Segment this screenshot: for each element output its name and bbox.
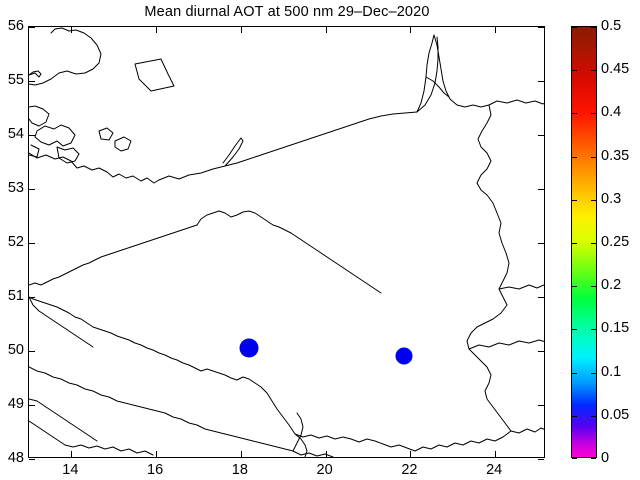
x-axis-tick: [240, 451, 242, 457]
colorbar-tick: [591, 329, 596, 331]
colorbar-label: 0.1: [601, 363, 622, 380]
colorbar-tick: [572, 27, 577, 29]
y-axis-label: 53: [7, 180, 24, 196]
y-axis-tick: [538, 27, 544, 29]
x-axis-tick: [410, 451, 412, 457]
y-axis-label: 55: [7, 72, 24, 88]
x-axis-tick: [156, 451, 158, 457]
map-axes: [28, 26, 545, 461]
colorbar-tick: [572, 329, 577, 331]
colorbar-tick: [591, 70, 596, 72]
y-axis-tick: [538, 297, 544, 299]
colorbar-label: 0.5: [601, 18, 622, 34]
map-plot-area: [29, 27, 544, 457]
colorbar-tick: [591, 199, 596, 201]
x-axis-tick: [71, 451, 73, 457]
colorbar-tick: [591, 27, 596, 29]
colorbar-tick: [591, 415, 596, 417]
y-axis-tick: [538, 351, 544, 353]
y-axis-label: 50: [7, 342, 24, 358]
colorbar-tick: [572, 243, 577, 245]
x-axis-tick: [71, 27, 73, 33]
y-axis-tick: [29, 459, 35, 461]
colorbar-tick: [572, 286, 577, 288]
x-axis-label: 18: [231, 462, 248, 478]
data-point-marker[interactable]: [239, 338, 259, 358]
x-axis-tick: [495, 27, 497, 33]
colorbar-label: 0.2: [601, 277, 622, 294]
y-axis-label: 51: [7, 288, 24, 304]
colorbar-label: 0.3: [601, 190, 622, 207]
page-title: Mean diurnal AOT at 500 nm 29–Dec–2020: [144, 4, 430, 20]
colorbar-tick: [572, 199, 577, 201]
y-axis-tick: [538, 135, 544, 137]
colorbar-tick: [572, 372, 577, 374]
colorbar-tick: [591, 458, 596, 460]
y-axis-tick: [29, 405, 35, 407]
y-axis-tick: [29, 81, 35, 83]
x-axis-label: 16: [147, 462, 164, 478]
colorbar: [571, 26, 597, 460]
y-axis-tick: [538, 459, 544, 461]
x-axis-tick: [410, 27, 412, 33]
y-axis-tick: [29, 27, 35, 29]
y-axis-label: 48: [7, 450, 24, 466]
colorbar-tick: [591, 156, 596, 158]
x-axis-tick: [156, 27, 158, 33]
colorbar-tick: [572, 156, 577, 158]
map-coastline-svg: [29, 27, 544, 457]
y-axis-label: 52: [7, 234, 24, 250]
colorbar-tick: [591, 243, 596, 245]
colorbar-label: 0: [601, 450, 610, 466]
colorbar-tick: [591, 113, 596, 115]
colorbar-gradient: [572, 27, 596, 457]
y-axis-tick: [538, 81, 544, 83]
y-axis-tick: [29, 297, 35, 299]
colorbar-tick: [572, 113, 577, 115]
y-axis-tick: [538, 243, 544, 245]
colorbar-tick: [591, 286, 596, 288]
x-axis-label: 22: [401, 462, 418, 478]
colorbar-label: 0.05: [601, 406, 630, 423]
data-point-marker[interactable]: [395, 347, 413, 365]
y-axis-tick: [29, 189, 35, 191]
y-axis-tick: [29, 243, 35, 245]
y-axis-tick: [538, 405, 544, 407]
x-axis-label: 20: [316, 462, 333, 478]
y-axis-tick: [538, 189, 544, 191]
x-axis-tick: [495, 451, 497, 457]
y-axis-tick: [29, 135, 35, 137]
colorbar-label: 0.15: [601, 320, 630, 337]
colorbar-label: 0.45: [601, 61, 630, 78]
colorbar-tick: [591, 372, 596, 374]
x-axis-tick: [325, 451, 327, 457]
colorbar-label: 0.4: [601, 104, 622, 121]
y-axis-tick: [29, 351, 35, 353]
y-axis-label: 49: [7, 396, 24, 412]
x-axis-tick: [325, 27, 327, 33]
y-axis-label: 54: [7, 126, 24, 142]
colorbar-tick: [572, 70, 577, 72]
colorbar-tick: [572, 458, 577, 460]
colorbar-tick: [572, 415, 577, 417]
x-axis-tick: [240, 27, 242, 33]
colorbar-label: 0.25: [601, 234, 630, 250]
x-axis-label: 24: [486, 462, 503, 478]
colorbar-label: 0.35: [601, 147, 630, 164]
y-axis-label: 56: [7, 18, 24, 34]
x-axis-label: 14: [62, 462, 79, 478]
